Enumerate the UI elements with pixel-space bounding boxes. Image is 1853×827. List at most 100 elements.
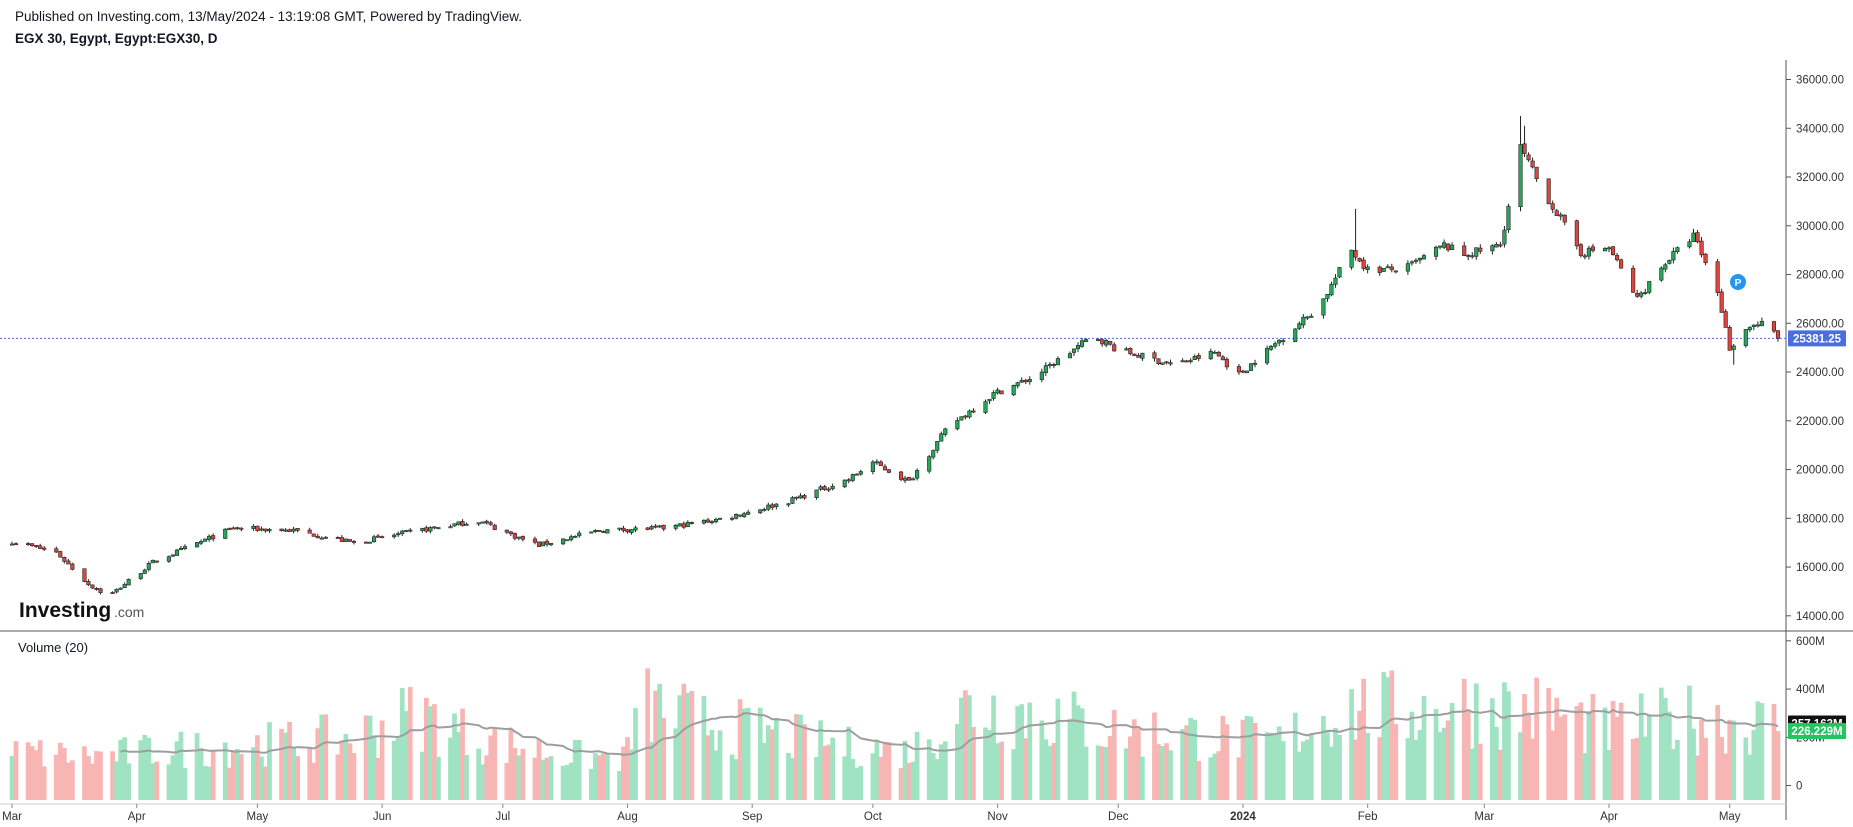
price-tick-label: 28000.00 — [1796, 270, 1844, 282]
candle-body — [1152, 352, 1157, 359]
volume-bar — [61, 748, 67, 800]
logo-suffix: .com — [114, 604, 144, 620]
volume-bar — [367, 715, 373, 800]
candle-body — [98, 588, 103, 593]
volume-bar — [1473, 683, 1479, 800]
candle-body — [424, 527, 429, 532]
volume-bar — [1699, 719, 1704, 800]
volume-bar — [802, 724, 807, 800]
volume-bar — [520, 748, 526, 800]
volume-bar — [1526, 714, 1531, 800]
volume-bar — [98, 751, 103, 800]
volume-bar — [733, 759, 739, 800]
volume-bar — [1574, 706, 1580, 800]
volume-bar — [906, 762, 912, 800]
volume-bar — [617, 771, 622, 800]
candle-body — [987, 399, 992, 402]
candle-body — [1168, 362, 1173, 365]
candle-body — [82, 568, 87, 582]
volume-bar — [1385, 677, 1391, 800]
volume-bar — [1477, 743, 1483, 800]
candle-body — [30, 543, 35, 547]
volume-bar — [685, 692, 691, 800]
candle-body — [1156, 358, 1161, 364]
volume-bar — [1248, 716, 1254, 800]
volume-bar — [1602, 707, 1608, 800]
volume-bar — [1164, 743, 1169, 800]
candle-body — [54, 548, 59, 553]
volume-bar — [1437, 732, 1443, 800]
volume-bar — [1658, 687, 1664, 800]
volume-bar — [1421, 695, 1427, 800]
volume-bar — [1719, 736, 1725, 800]
volume-bar — [786, 753, 791, 800]
candle-body — [460, 521, 465, 527]
volume-bar — [987, 729, 992, 800]
volume-bar — [375, 757, 381, 800]
volume-bar — [967, 695, 972, 800]
time-tick-label: Oct — [864, 811, 883, 823]
volume-bar — [1196, 761, 1202, 800]
volume-bar — [251, 747, 256, 800]
volume-bar — [206, 766, 212, 800]
candle-body — [532, 538, 538, 543]
candle-body — [1244, 370, 1250, 374]
candle-body — [850, 474, 855, 481]
candle-body — [822, 486, 827, 490]
event-marker-icon[interactable]: P — [1730, 274, 1746, 290]
candle-body — [255, 525, 260, 531]
candle-body — [1325, 293, 1330, 299]
candle-body — [1606, 247, 1612, 250]
candle-body — [166, 556, 171, 562]
candle-body — [1067, 353, 1073, 359]
candle-body — [203, 538, 208, 542]
volume-bar — [536, 739, 542, 800]
volume-bar — [1357, 710, 1362, 800]
candle-body — [26, 543, 31, 545]
volume-bar — [601, 753, 606, 800]
candle-body — [717, 517, 723, 520]
volume-bar — [842, 756, 848, 800]
candle-body — [126, 579, 131, 586]
candle-body — [1269, 345, 1274, 350]
time-tick-label: Dec — [1108, 811, 1129, 823]
candle-body — [818, 486, 823, 490]
volume-bar — [902, 740, 908, 800]
candle-body — [633, 527, 638, 531]
candle-body — [13, 543, 19, 546]
volume-bar — [1264, 732, 1270, 800]
volume-bar — [1039, 720, 1045, 800]
volume-bar — [53, 754, 59, 800]
candle-body — [1409, 261, 1414, 264]
volume-bar — [1244, 715, 1250, 800]
candle-body — [146, 562, 151, 570]
volume-bar — [395, 738, 401, 800]
volume-bar — [1011, 749, 1017, 800]
candle-body — [846, 479, 851, 482]
candle-body — [959, 416, 964, 421]
volume-bar — [33, 750, 39, 800]
candle-body — [1108, 341, 1113, 345]
candle-body — [544, 540, 550, 545]
volume-bar — [1140, 756, 1145, 800]
price-tags: 25381.25257.163M226.229M — [1788, 330, 1846, 740]
time-tick-label: May — [1719, 811, 1741, 823]
volume-bar — [649, 741, 654, 800]
candle-body — [110, 592, 115, 594]
candle-body — [1385, 266, 1390, 269]
price-tick-label: 20000.00 — [1796, 465, 1844, 477]
volume-bar — [1075, 705, 1081, 800]
candle-body — [1413, 259, 1418, 262]
volume-bar — [399, 688, 405, 800]
volume-bar — [1534, 677, 1539, 800]
candle-body — [762, 508, 767, 511]
candle-body — [1639, 292, 1644, 297]
candle-body — [1248, 363, 1254, 371]
time-tick-label: Feb — [1358, 811, 1378, 823]
volume-bar — [1610, 700, 1616, 800]
volume-bar — [1304, 739, 1310, 800]
volume-bar — [1530, 738, 1535, 800]
candle-body — [774, 503, 779, 508]
volume-bar — [371, 735, 377, 800]
